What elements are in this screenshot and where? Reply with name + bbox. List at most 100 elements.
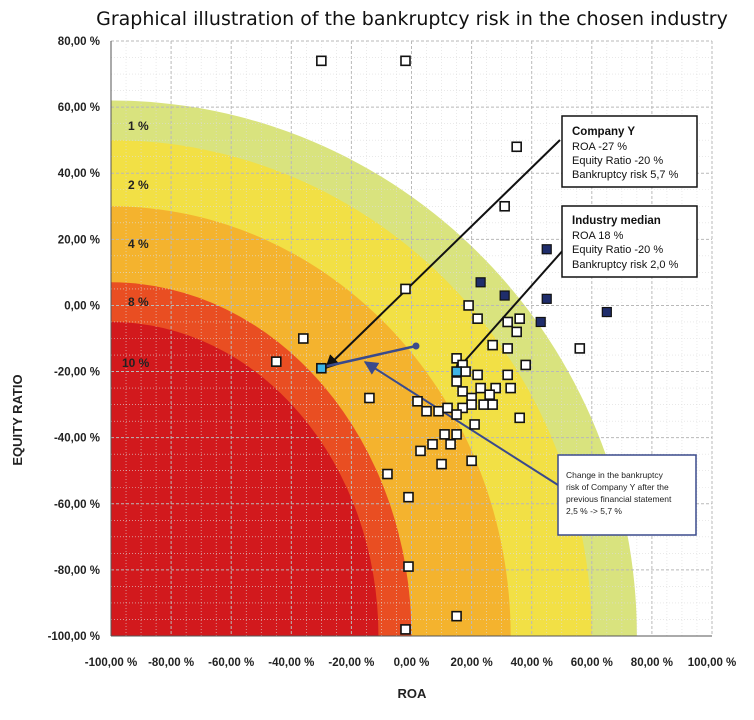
x-tick-label: 80,00 % bbox=[631, 657, 673, 669]
data-point bbox=[502, 369, 513, 381]
data-point bbox=[270, 356, 282, 367]
change-note-line-2: risk of Company Y after the bbox=[566, 482, 669, 492]
data-point bbox=[364, 392, 375, 404]
company-y-title: Company Y bbox=[572, 126, 635, 138]
change-note-line-1: Change in the bankruptcy bbox=[566, 470, 664, 480]
data-point bbox=[472, 369, 483, 381]
y-tick-label: 80,00 % bbox=[58, 36, 100, 48]
data-point bbox=[457, 402, 468, 414]
data-point bbox=[382, 468, 393, 480]
data-point-filled bbox=[541, 293, 552, 304]
data-point bbox=[421, 405, 432, 417]
data-point bbox=[457, 386, 468, 397]
data-point-filled bbox=[475, 277, 486, 288]
data-point bbox=[475, 382, 486, 394]
data-point bbox=[511, 141, 522, 153]
company-y-roa: ROA -27 % bbox=[572, 141, 627, 153]
data-point bbox=[400, 283, 411, 295]
data-points bbox=[270, 55, 612, 635]
industry-median-box: Industry median ROA 18 % Equity Ratio -2… bbox=[561, 205, 698, 278]
data-point-filled bbox=[499, 290, 510, 301]
company-y-equity-ratio: Equity Ratio -20 % bbox=[572, 155, 663, 167]
y-tick-label: 20,00 % bbox=[58, 234, 100, 246]
data-point bbox=[484, 389, 495, 400]
data-point bbox=[472, 313, 483, 324]
y-tick-label: -80,00 % bbox=[54, 565, 100, 577]
risk-zone-labels: 1 % 2 % 4 % 8 % 10 % bbox=[122, 119, 150, 370]
data-point bbox=[451, 409, 462, 420]
risk-zone-label: 2 % bbox=[128, 178, 149, 192]
data-point-filled bbox=[541, 244, 552, 255]
data-point bbox=[442, 402, 453, 414]
x-tick-label: 40,00 % bbox=[511, 657, 553, 669]
change-note-line-3: previous financial statement bbox=[566, 494, 672, 504]
x-tick-label: -60,00 % bbox=[208, 657, 254, 669]
x-tick-label: 0,00 % bbox=[394, 657, 430, 669]
data-point bbox=[490, 382, 501, 394]
risk-zone-label: 10 % bbox=[122, 356, 150, 370]
y-tick-label: -20,00 % bbox=[54, 367, 100, 379]
risk-zone-label: 8 % bbox=[128, 295, 149, 309]
company-y-bankruptcy-risk: Bankruptcy risk 5,7 % bbox=[572, 169, 679, 181]
data-point bbox=[502, 343, 513, 354]
data-point bbox=[436, 458, 447, 470]
data-point bbox=[427, 438, 438, 450]
y-tick-label: -40,00 % bbox=[54, 433, 100, 445]
change-arrow bbox=[363, 361, 559, 486]
data-point bbox=[451, 610, 462, 622]
risk-zone-label: 1 % bbox=[128, 119, 149, 133]
data-point bbox=[487, 339, 498, 351]
data-point bbox=[514, 313, 525, 324]
data-point bbox=[400, 624, 411, 635]
data-point bbox=[439, 429, 450, 440]
data-point bbox=[415, 445, 426, 457]
data-point bbox=[445, 438, 456, 450]
data-point bbox=[460, 366, 471, 377]
x-tick-label: 20,00 % bbox=[450, 657, 492, 669]
data-point-highlight bbox=[316, 362, 327, 374]
data-point bbox=[400, 55, 411, 67]
data-point bbox=[478, 399, 489, 410]
y-tick-label: -100,00 % bbox=[48, 631, 100, 643]
data-point bbox=[574, 343, 586, 354]
data-point-filled bbox=[601, 306, 612, 318]
data-point-highlight bbox=[451, 366, 462, 377]
data-point bbox=[412, 396, 423, 407]
x-tick-label: -100,00 % bbox=[85, 657, 137, 669]
industry-median-title: Industry median bbox=[572, 215, 661, 227]
chart-title: Graphical illustration of the bankruptcy… bbox=[96, 8, 728, 30]
industry-median-arrow bbox=[454, 247, 566, 374]
data-point bbox=[502, 316, 513, 328]
data-point bbox=[466, 455, 477, 467]
data-point bbox=[466, 399, 477, 410]
data-point bbox=[514, 412, 525, 424]
y-tick-label: -60,00 % bbox=[54, 499, 100, 511]
x-tick-label: 60,00 % bbox=[571, 657, 613, 669]
data-point bbox=[451, 376, 462, 387]
data-point bbox=[469, 419, 480, 430]
data-point bbox=[403, 491, 414, 503]
data-point bbox=[451, 429, 462, 440]
data-point bbox=[298, 333, 309, 344]
annotation-arrows bbox=[322, 139, 566, 486]
risk-zone-label: 4 % bbox=[128, 237, 149, 251]
risk-zone-5 bbox=[111, 321, 379, 636]
y-tick-label: 40,00 % bbox=[58, 168, 100, 180]
x-tick-label: 100,00 % bbox=[688, 657, 737, 669]
change-note-box: Change in the bankruptcy risk of Company… bbox=[557, 454, 697, 536]
data-point bbox=[505, 382, 516, 394]
data-point-filled bbox=[535, 316, 546, 328]
y-tick-label: 0,00 % bbox=[64, 300, 100, 312]
y-tick-label: 60,00 % bbox=[58, 102, 100, 114]
data-point bbox=[451, 353, 462, 364]
data-point bbox=[487, 399, 498, 410]
previous-to-current-line bbox=[322, 344, 417, 369]
data-point bbox=[463, 300, 474, 311]
x-tick-label: -40,00 % bbox=[268, 657, 314, 669]
x-tick-label: -80,00 % bbox=[148, 657, 194, 669]
industry-median-roa: ROA 18 % bbox=[572, 230, 624, 242]
x-axis-label: ROA bbox=[398, 686, 428, 701]
axis-tick-labels: -100,00 % -80,00 % -60,00 % -40,00 % -20,00 … bbox=[48, 36, 737, 669]
industry-median-bankruptcy-risk: Bankruptcy risk 2,0 % bbox=[572, 259, 679, 271]
